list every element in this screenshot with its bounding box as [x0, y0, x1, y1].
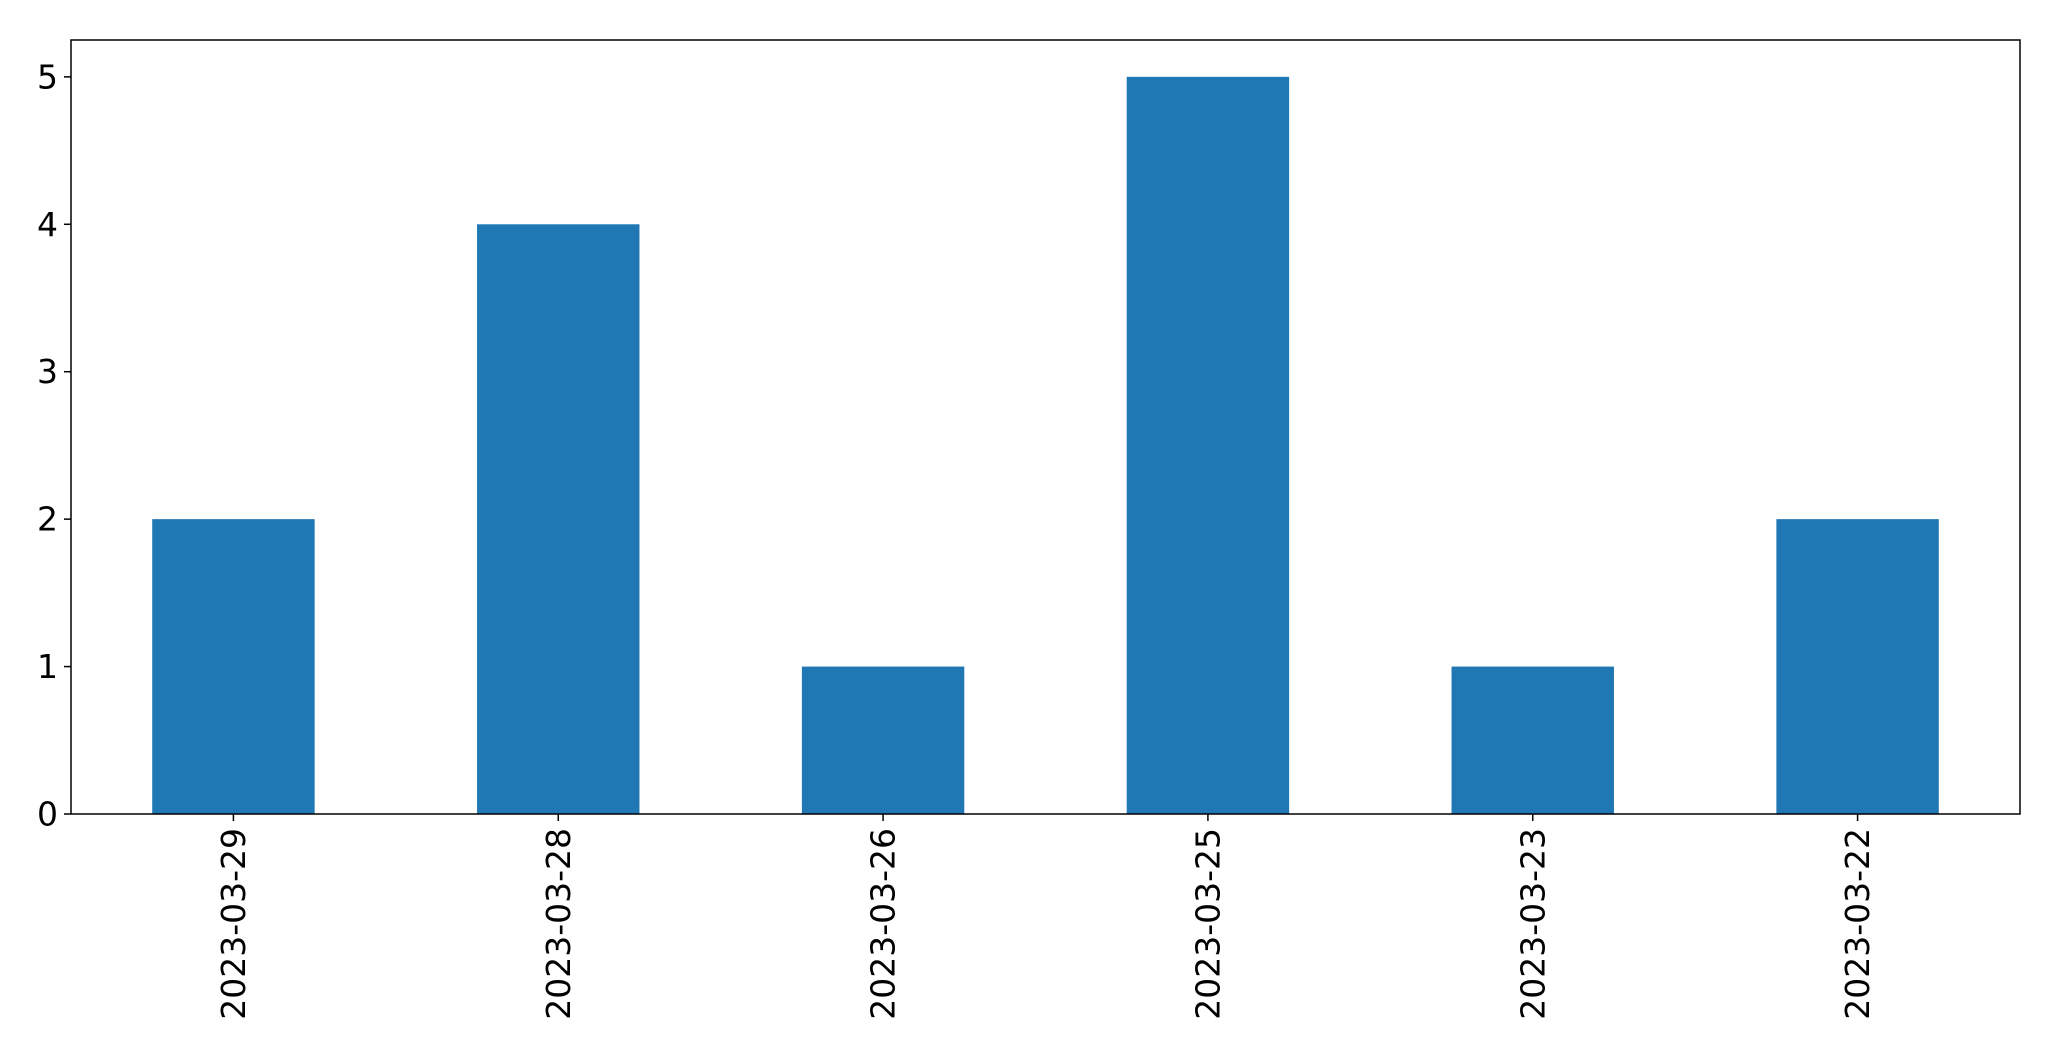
y-tick-label: 5: [37, 57, 58, 96]
x-tick-label: 2023-03-25: [1188, 828, 1227, 1020]
x-tick-label: 2023-03-26: [864, 828, 903, 1020]
bar-2023-03-22: [1776, 519, 1939, 814]
x-tick-label: 2023-03-22: [1838, 828, 1877, 1020]
x-tick-label: 2023-03-28: [539, 828, 578, 1020]
x-tick-label: 2023-03-29: [214, 828, 253, 1020]
y-tick-label: 2: [37, 500, 58, 539]
y-axis: 0 1 2 3 4 5: [37, 57, 71, 834]
bar-2023-03-28: [477, 224, 640, 815]
y-tick-label: 4: [37, 205, 58, 244]
x-tick-label: 2023-03-23: [1513, 828, 1552, 1020]
bars-group: [152, 76, 1939, 815]
bar-2023-03-23: [1451, 666, 1614, 814]
y-tick-label: 3: [37, 352, 58, 391]
bar-2023-03-26: [801, 666, 965, 814]
y-tick-label: 1: [37, 647, 58, 686]
x-axis: 2023-03-29 2023-03-28 2023-03-26 2023-03-25…: [214, 814, 1877, 1020]
bar-2023-03-25: [1126, 76, 1290, 815]
plot-frame: [70, 39, 2021, 815]
y-tick-label: 0: [37, 795, 58, 834]
bar-2023-03-29: [152, 519, 315, 814]
